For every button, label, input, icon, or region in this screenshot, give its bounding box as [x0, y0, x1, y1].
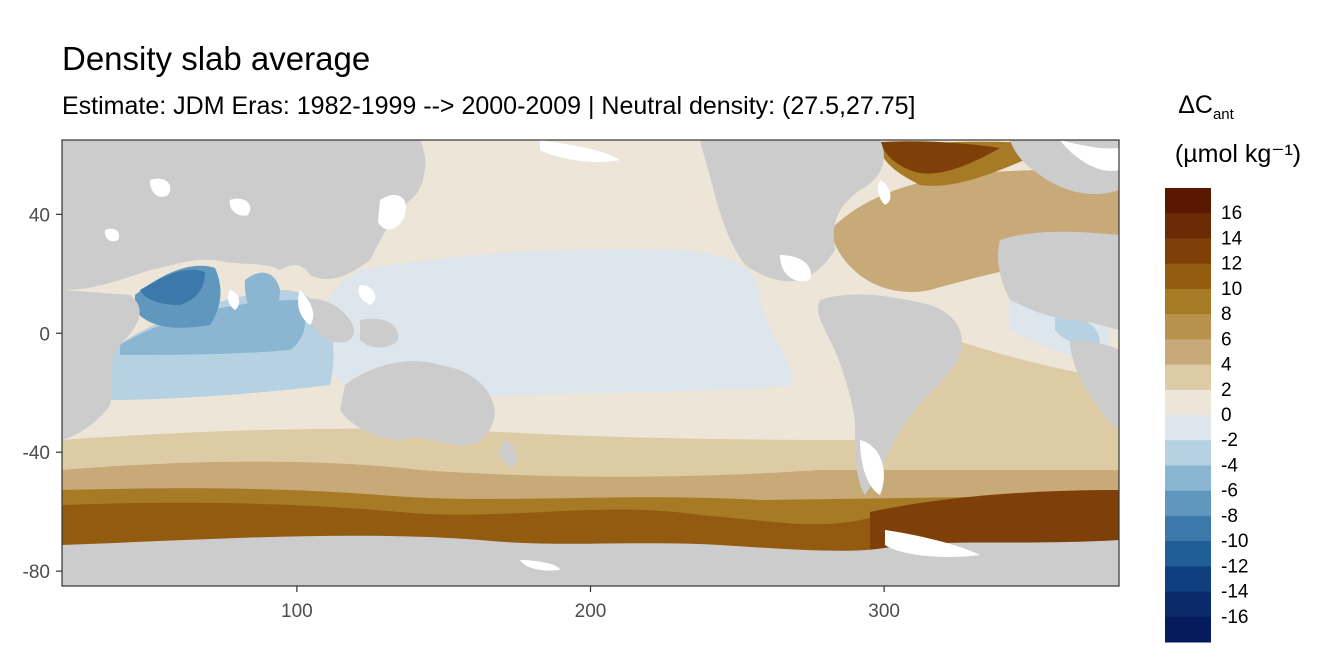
legend-swatch [1165, 339, 1211, 366]
legend-swatch [1165, 288, 1211, 315]
legend-label: 4 [1221, 355, 1232, 376]
legend-label: -8 [1221, 506, 1238, 527]
legend-swatch [1165, 616, 1211, 643]
y-tick-label: 0 [39, 324, 50, 345]
legend-label: -4 [1221, 455, 1238, 476]
no-data-patches [104, 140, 1119, 571]
legend-swatches [1165, 188, 1211, 643]
legend-label: 0 [1221, 405, 1232, 426]
legend-swatch [1165, 314, 1211, 340]
x-tick-label: 100 [281, 601, 313, 622]
legend-swatch [1165, 566, 1211, 593]
legend-label: -10 [1221, 531, 1248, 552]
legend: ΔCant (µmol kg⁻¹) 16 14 12 10 8 6 4 2 0 -2 -4 -6 -8 -… [1165, 91, 1301, 643]
land-africa-south [1070, 340, 1119, 430]
legend-label: -16 [1221, 607, 1248, 628]
legend-label: -12 [1221, 556, 1248, 577]
y-axis: 40 0 -40 -80 [23, 205, 62, 583]
legend-label: 8 [1221, 304, 1232, 325]
land-south-america [818, 294, 962, 495]
legend-swatch [1165, 213, 1211, 239]
legend-title-units: (µmol kg⁻¹) [1175, 140, 1301, 168]
pacific-equatorial [317, 248, 793, 401]
y-tick-label: -80 [23, 562, 50, 583]
atlantic-subpolar-core [880, 141, 1000, 174]
y-tick-label: 40 [29, 205, 50, 226]
land-new-zealand [500, 440, 517, 467]
land [62, 140, 1119, 586]
land-africa [62, 140, 140, 440]
legend-swatch [1165, 490, 1211, 517]
y-tick-label: -40 [23, 443, 50, 464]
legend-label: 6 [1221, 329, 1232, 350]
legend-swatch [1165, 188, 1211, 214]
atlantic-north [830, 170, 1119, 292]
legend-swatch [1165, 389, 1211, 416]
x-tick-label: 300 [868, 601, 900, 622]
legend-label: 12 [1221, 254, 1242, 275]
land-borneo [360, 318, 399, 348]
land-australia [340, 361, 495, 446]
land-africa-east [998, 231, 1119, 330]
legend-labels: 16 14 12 10 8 6 4 2 0 -2 -4 -6 -8 -10 -12 -14 -16 [1221, 203, 1249, 628]
legend-swatch [1165, 238, 1211, 265]
land-antarctica [62, 535, 1119, 586]
legend-swatch [1165, 515, 1211, 542]
legend-swatch [1165, 415, 1211, 441]
indian-arabian-core [140, 269, 205, 305]
x-axis: 100 200 300 [281, 586, 900, 622]
atlantic-east-blue-core [1055, 317, 1100, 346]
legend-label: 2 [1221, 380, 1232, 401]
legend-swatch [1165, 541, 1211, 567]
legend-label: -6 [1221, 481, 1238, 502]
legend-swatch [1165, 440, 1211, 466]
legend-swatch [1165, 465, 1211, 492]
land-north-america [700, 140, 884, 282]
legend-title-main: ΔCant [1178, 91, 1234, 123]
land-sea-islands [300, 298, 355, 343]
x-tick-label: 200 [575, 601, 607, 622]
legend-swatch [1165, 364, 1211, 391]
indian-bengal [244, 272, 280, 322]
legend-label: 16 [1221, 203, 1242, 224]
chart-subtitle: Estimate: JDM Eras: 1982-1999 --> 2000-2… [62, 92, 916, 120]
legend-label: 14 [1221, 228, 1243, 249]
legend-label: -2 [1221, 430, 1238, 451]
legend-swatch [1165, 263, 1211, 290]
legend-label: 10 [1221, 279, 1242, 300]
legend-swatch [1165, 591, 1211, 618]
chart-title: Density slab average [62, 40, 371, 77]
legend-label: -14 [1221, 582, 1249, 603]
